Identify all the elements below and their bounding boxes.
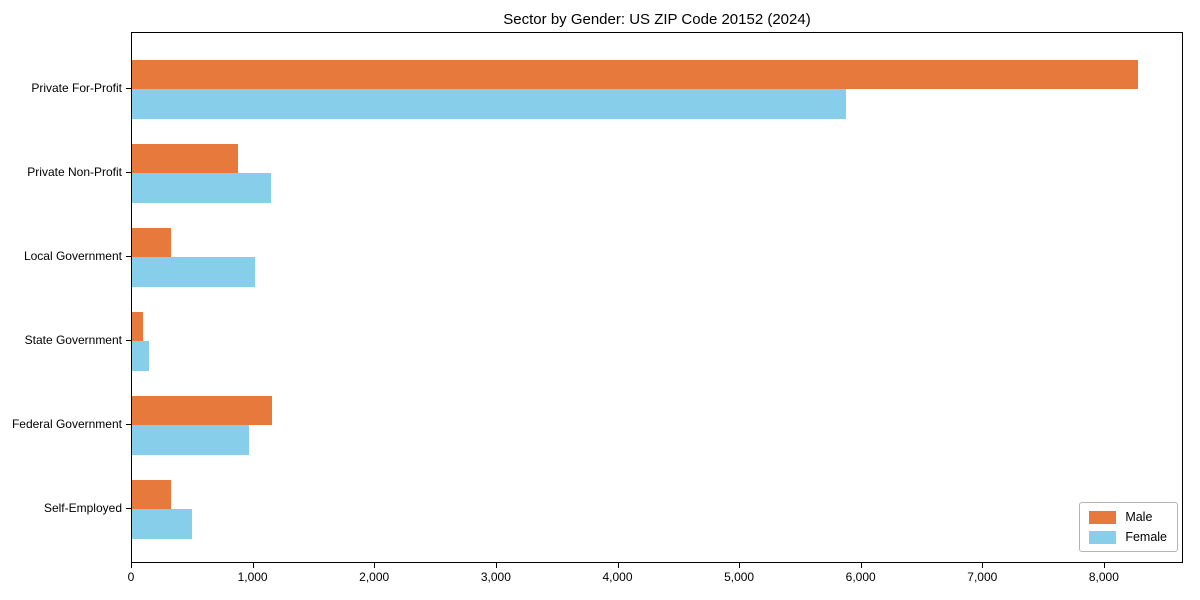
x-tick-mark [739, 563, 741, 568]
x-tick-label-2000: 2,000 [359, 570, 390, 584]
bar-female-local-government [132, 257, 255, 287]
bar-female-self-employed [132, 509, 192, 539]
x-tick-mark [374, 563, 376, 568]
legend: Male Female [1079, 502, 1178, 552]
x-tick-mark [1103, 563, 1105, 568]
y-tick-mark [126, 340, 131, 341]
legend-label-male: Male [1125, 510, 1153, 524]
x-tick-label-4000: 4,000 [602, 570, 633, 584]
bar-male-private-for-profit [132, 59, 1138, 89]
legend-label-female: Female [1125, 530, 1167, 544]
y-tick-mark [126, 172, 131, 173]
bar-female-state-government [132, 341, 149, 371]
y-tick-label-private-non-profit: Private Non-Profit [27, 165, 122, 179]
x-tick-label-7000: 7,000 [967, 570, 998, 584]
y-tick-label-private-for-profit: Private For-Profit [31, 81, 122, 95]
bar-male-self-employed [132, 479, 171, 509]
y-tick-mark [126, 88, 131, 89]
y-tick-mark [126, 424, 131, 425]
bar-female-private-non-profit [132, 173, 271, 203]
chart-title: Sector by Gender: US ZIP Code 20152 (202… [503, 11, 811, 28]
x-tick-mark [982, 563, 984, 568]
legend-entry-male: Male [1089, 510, 1167, 524]
x-tick-mark [131, 563, 132, 568]
x-tick-label-0: 0 [127, 570, 135, 584]
x-tick-mark [252, 563, 254, 568]
y-tick-label-self-employed: Self-Employed [43, 501, 122, 515]
x-tick-mark [617, 563, 619, 568]
y-tick-label-federal-government: Federal Government [11, 417, 122, 431]
x-tick-label-3000: 3,000 [480, 570, 511, 584]
legend-swatch-female [1089, 530, 1117, 544]
y-tick-mark [126, 508, 131, 509]
legend-entry-female: Female [1089, 530, 1167, 544]
y-tick-label-state-government: State Government [24, 333, 122, 347]
legend-swatch-male [1089, 510, 1117, 524]
bar-female-private-for-profit [132, 89, 846, 119]
x-tick-mark [860, 563, 862, 568]
x-tick-label-8000: 8,000 [1088, 570, 1119, 584]
x-tick-mark [495, 563, 497, 568]
x-tick-label-5000: 5,000 [724, 570, 755, 584]
bar-male-local-government [132, 227, 171, 257]
bar-male-private-non-profit [132, 143, 238, 173]
y-tick-mark [126, 256, 131, 257]
plot-area: Male Female [131, 32, 1183, 563]
bar-male-federal-government [132, 395, 272, 425]
x-tick-label-1000: 1,000 [237, 570, 268, 584]
y-tick-label-local-government: Local Government [23, 249, 122, 263]
bar-male-state-government [132, 311, 143, 341]
bar-female-federal-government [132, 425, 249, 455]
x-tick-label-6000: 6,000 [845, 570, 876, 584]
